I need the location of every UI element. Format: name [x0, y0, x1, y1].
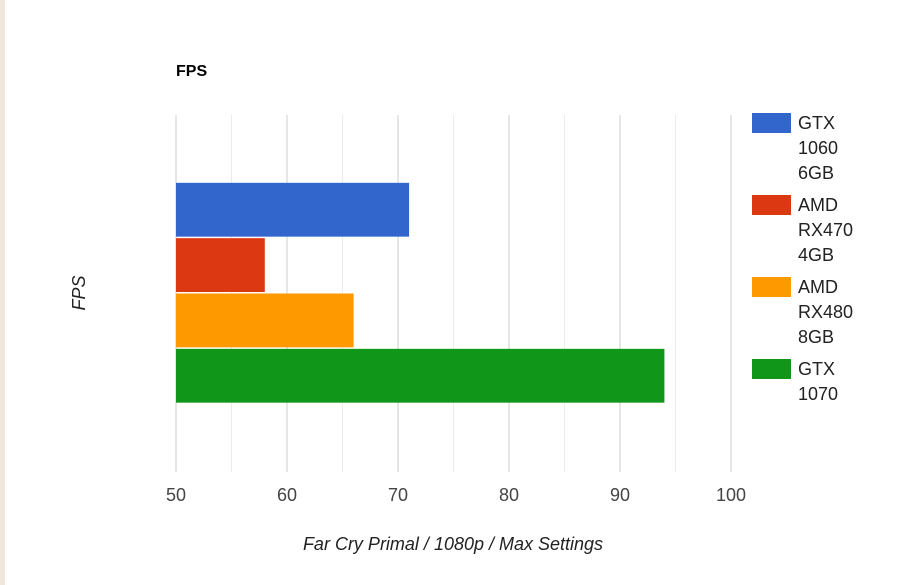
x-tick-label: 90 — [610, 485, 630, 505]
legend-swatch — [752, 359, 791, 379]
legend-label: AMD RX470 4GB — [798, 195, 854, 265]
x-tick-label: 50 — [166, 485, 186, 505]
bar — [176, 238, 265, 292]
page-edge — [0, 0, 5, 585]
chart-title: FPS — [176, 63, 207, 80]
x-tick-label: 70 — [388, 485, 408, 505]
legend-label: GTX 1060 6GB — [798, 113, 839, 183]
legend-label: GTX 1070 — [798, 359, 839, 404]
bar — [176, 182, 410, 237]
x-tick-label: 60 — [277, 485, 297, 505]
legend-swatch — [752, 195, 791, 215]
x-axis-label: Far Cry Primal / 1080p / Max Settings — [303, 534, 603, 554]
bar — [176, 293, 354, 348]
legend-label: AMD RX480 8GB — [798, 277, 854, 347]
legend-swatch — [752, 113, 791, 133]
x-tick-label: 80 — [499, 485, 519, 505]
bar — [176, 348, 665, 403]
y-axis-label: FPS — [69, 275, 89, 310]
x-tick-label: 100 — [716, 485, 746, 505]
legend-swatch — [752, 277, 791, 297]
